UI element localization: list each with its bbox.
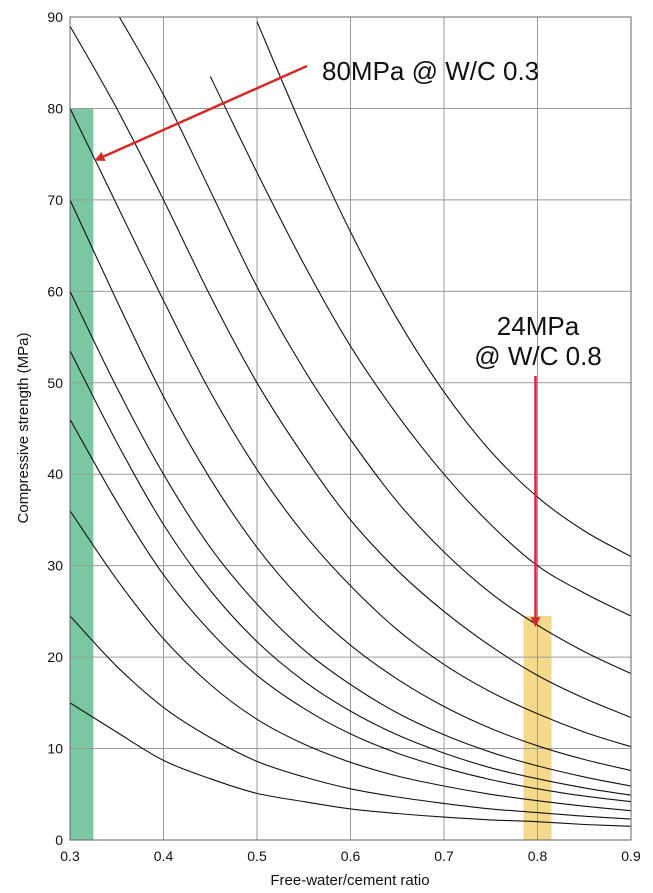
- strength-curve-6: [70, 199, 631, 772]
- strength-curve-10: [209, 76, 631, 617]
- tick-labels: 0.3 0.4 0.5 0.6 0.7 0.8 0.9 0 10 20 30 40 50 60 70 80 90: [47, 9, 641, 864]
- y-tick-label: 30: [47, 558, 63, 574]
- y-tick-label: 70: [47, 192, 63, 208]
- x-tick-label: 0.8: [528, 848, 548, 864]
- y-tick-label: 40: [47, 466, 63, 482]
- y-tick-label: 50: [47, 375, 63, 391]
- x-axis-label: Free-water/cement ratio: [270, 872, 429, 889]
- strength-curve-8: [70, 25, 631, 719]
- x-tick-label: 0.6: [341, 848, 361, 864]
- curves: [70, 17, 631, 827]
- x-tick-label: 0.4: [154, 848, 174, 864]
- annotation-24mpa-line1: 24MPa: [497, 311, 580, 341]
- y-tick-label: 80: [47, 100, 63, 116]
- annotation-arrow-80mpa: [94, 64, 308, 162]
- annotation-24mpa-line2: @ W/C 0.8: [474, 341, 602, 371]
- strength-curve-1: [70, 615, 631, 820]
- y-tick-label: 90: [47, 9, 63, 25]
- x-tick-label: 0.5: [247, 848, 267, 864]
- y-tick-label: 20: [47, 649, 63, 665]
- annotation-80mpa: 80MPa @ W/C 0.3: [322, 56, 539, 86]
- x-tick-label: 0.9: [621, 848, 641, 864]
- x-tick-label: 0.7: [434, 848, 454, 864]
- y-tick-label: 60: [47, 283, 63, 299]
- plot-frame: [69, 16, 632, 841]
- annotations: 80MPa @ W/C 0.3 24MPa@ W/C 0.8: [94, 56, 602, 628]
- y-tick-label: 0: [55, 832, 63, 848]
- strength-curve-0: [70, 702, 631, 827]
- strength-curve-3: [70, 419, 631, 803]
- strength-curve-4: [70, 350, 631, 796]
- y-tick-label: 10: [47, 741, 63, 757]
- strength-curve-2: [70, 510, 631, 812]
- strength-curve-11: [256, 21, 631, 557]
- strength-curve-7: [70, 108, 631, 748]
- x-tick-label: 0.3: [60, 848, 80, 864]
- strength-curve-5: [70, 291, 631, 787]
- y-axis-label: Compressive strength (MPa): [15, 333, 32, 524]
